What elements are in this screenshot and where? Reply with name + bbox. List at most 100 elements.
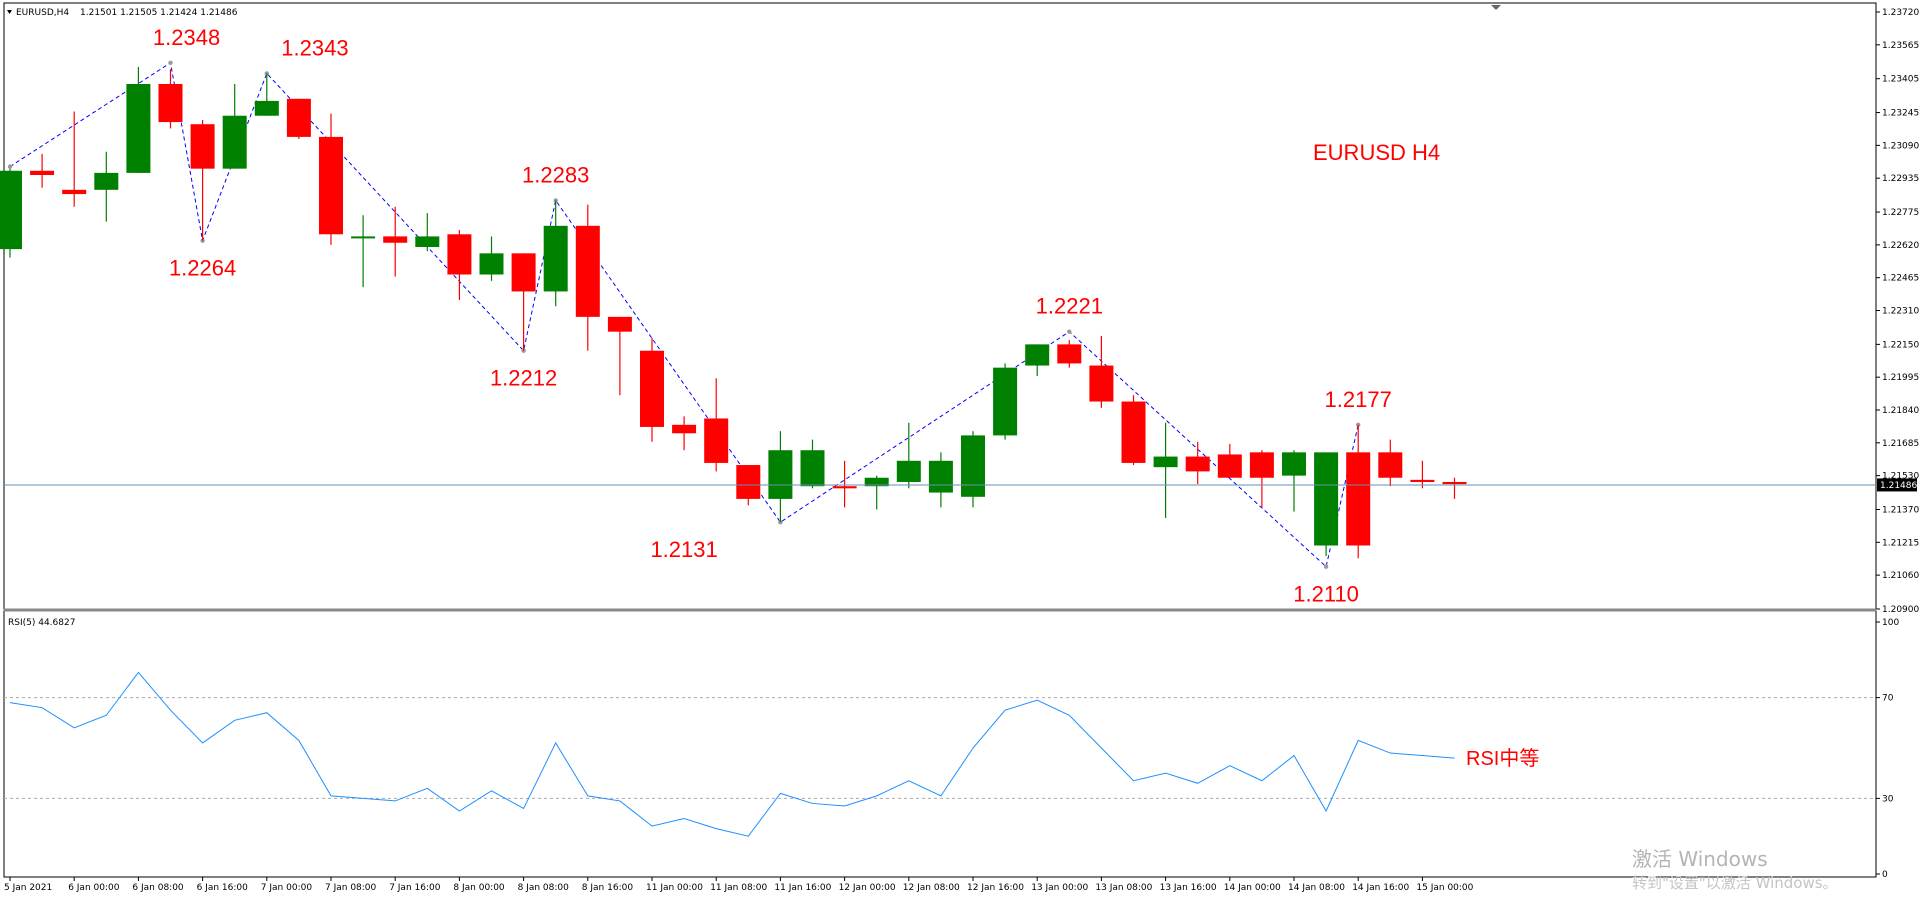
price-tick-label: 1.21370: [1882, 506, 1919, 516]
time-tick-label: 14 Jan 08:00: [1288, 883, 1345, 893]
time-tick-label: 11 Jan 00:00: [646, 883, 703, 893]
bear-candle[interactable]: [1089, 365, 1114, 402]
bull-candle[interactable]: [1282, 452, 1306, 476]
bull-candle[interactable]: [254, 100, 279, 116]
time-tick-label: 14 Jan 00:00: [1224, 883, 1281, 893]
price-tick-label: 1.22465: [1882, 274, 1919, 284]
swing-price-label: 1.2283: [522, 162, 589, 187]
activation-watermark: 激活 Windows: [1632, 847, 1768, 871]
bear-candle[interactable]: [447, 234, 472, 275]
bull-candle[interactable]: [928, 460, 953, 493]
bull-candle[interactable]: [0, 170, 22, 250]
time-tick-label: 11 Jan 08:00: [710, 883, 767, 893]
price-tick-label: 1.21060: [1882, 571, 1919, 581]
bear-candle[interactable]: [190, 124, 215, 169]
rsi-label: RSI中等: [1466, 747, 1539, 770]
bull-candle[interactable]: [126, 83, 151, 173]
time-tick-label: 7 Jan 16:00: [389, 883, 441, 893]
activation-watermark-hint: 转到"设置"以激活 Windows。: [1632, 874, 1838, 892]
bull-candle[interactable]: [993, 367, 1018, 436]
swing-price-label: 1.2343: [281, 35, 348, 60]
bull-candle[interactable]: [543, 225, 568, 292]
price-tick-label: 1.20900: [1882, 605, 1919, 615]
ohlc-readout: 1.21501 1.21505 1.21424 1.21486: [80, 8, 238, 18]
time-tick-label: 14 Jan 16:00: [1352, 883, 1409, 893]
bull-candle[interactable]: [415, 236, 440, 247]
bear-candle[interactable]: [158, 83, 183, 123]
swing-price-label: 1.2348: [153, 25, 220, 50]
bear-candle[interactable]: [672, 424, 697, 434]
swing-price-label: 1.2177: [1325, 387, 1392, 412]
bull-candle[interactable]: [864, 477, 889, 487]
swing-price-label: 1.2131: [650, 537, 717, 562]
time-tick-label: 6 Jan 08:00: [132, 883, 184, 893]
bear-candle[interactable]: [1121, 401, 1146, 463]
time-tick-label: 15 Jan 00:00: [1416, 883, 1473, 893]
dropdown-triangle-icon[interactable]: [7, 10, 12, 14]
time-tick-label: 7 Jan 00:00: [261, 883, 313, 893]
bear-candle[interactable]: [607, 316, 632, 332]
bull-candle[interactable]: [479, 253, 504, 275]
bear-candle[interactable]: [30, 170, 55, 176]
price-tick-label: 1.22775: [1882, 208, 1919, 218]
time-tick-label: 13 Jan 16:00: [1160, 883, 1217, 893]
price-tick-label: 1.23090: [1882, 141, 1919, 151]
bull-candle[interactable]: [351, 236, 376, 239]
rsi-tick-label: 30: [1882, 794, 1894, 804]
price-tick-label: 1.23565: [1882, 41, 1919, 51]
price-tick-label: 1.21685: [1882, 439, 1919, 449]
bull-candle[interactable]: [896, 460, 921, 482]
price-tick-label: 1.21530: [1882, 472, 1919, 482]
bull-candle[interactable]: [222, 115, 247, 169]
bear-candle[interactable]: [1217, 454, 1242, 478]
bear-candle[interactable]: [1378, 452, 1403, 478]
price-tick-label: 1.23720: [1882, 8, 1919, 18]
bear-candle[interactable]: [575, 225, 600, 317]
chart-title: EURUSD H4: [1313, 140, 1440, 165]
bear-candle[interactable]: [286, 98, 311, 137]
price-tick-label: 1.22620: [1882, 241, 1919, 251]
scroll-marker-icon[interactable]: [1491, 5, 1501, 10]
bull-candle[interactable]: [94, 172, 119, 190]
bull-candle[interactable]: [1025, 344, 1050, 366]
bear-candle[interactable]: [704, 418, 729, 463]
bull-candle[interactable]: [961, 435, 985, 497]
time-tick-label: 6 Jan 00:00: [68, 883, 120, 893]
bear-candle[interactable]: [832, 486, 857, 489]
bear-candle[interactable]: [1249, 452, 1274, 478]
bull-candle[interactable]: [1314, 452, 1339, 546]
bear-candle[interactable]: [62, 189, 87, 195]
rsi-panel[interactable]: [3, 610, 1877, 878]
time-tick-label: 8 Jan 16:00: [582, 883, 634, 893]
rsi-tick-label: 100: [1882, 618, 1899, 628]
swing-price-label: 1.2110: [1293, 582, 1359, 607]
bear-candle[interactable]: [511, 253, 536, 292]
bear-candle[interactable]: [1185, 456, 1210, 472]
price-panel[interactable]: [3, 2, 1877, 610]
time-tick-label: 12 Jan 08:00: [903, 883, 960, 893]
rsi-tick-label: 70: [1882, 694, 1894, 704]
bear-candle[interactable]: [383, 236, 408, 243]
rsi-tick-label: 0: [1882, 870, 1888, 880]
bull-candle[interactable]: [1153, 456, 1178, 468]
price-tick-label: 1.21995: [1882, 373, 1919, 383]
current-price-tag: [1877, 478, 1917, 492]
bear-candle[interactable]: [1346, 452, 1371, 546]
bear-candle[interactable]: [736, 465, 761, 499]
swing-price-label: 1.2221: [1036, 294, 1103, 319]
swing-price-label: 1.2212: [490, 366, 557, 391]
bear-candle[interactable]: [1057, 344, 1082, 364]
bear-candle[interactable]: [640, 350, 664, 427]
fractal-marker: [168, 60, 173, 66]
swing-price-label: 1.2264: [169, 256, 236, 281]
rsi-line: [9, 671, 1455, 837]
bull-candle[interactable]: [768, 450, 793, 499]
current-price-tag-text: 1.21486: [1880, 481, 1917, 491]
bear-candle[interactable]: [319, 136, 343, 235]
bear-candle[interactable]: [1442, 481, 1467, 485]
price-tick-label: 1.23405: [1882, 75, 1919, 85]
bear-candle[interactable]: [1410, 479, 1435, 482]
time-tick-label: 8 Jan 08:00: [518, 883, 570, 893]
bull-candle[interactable]: [800, 450, 825, 487]
